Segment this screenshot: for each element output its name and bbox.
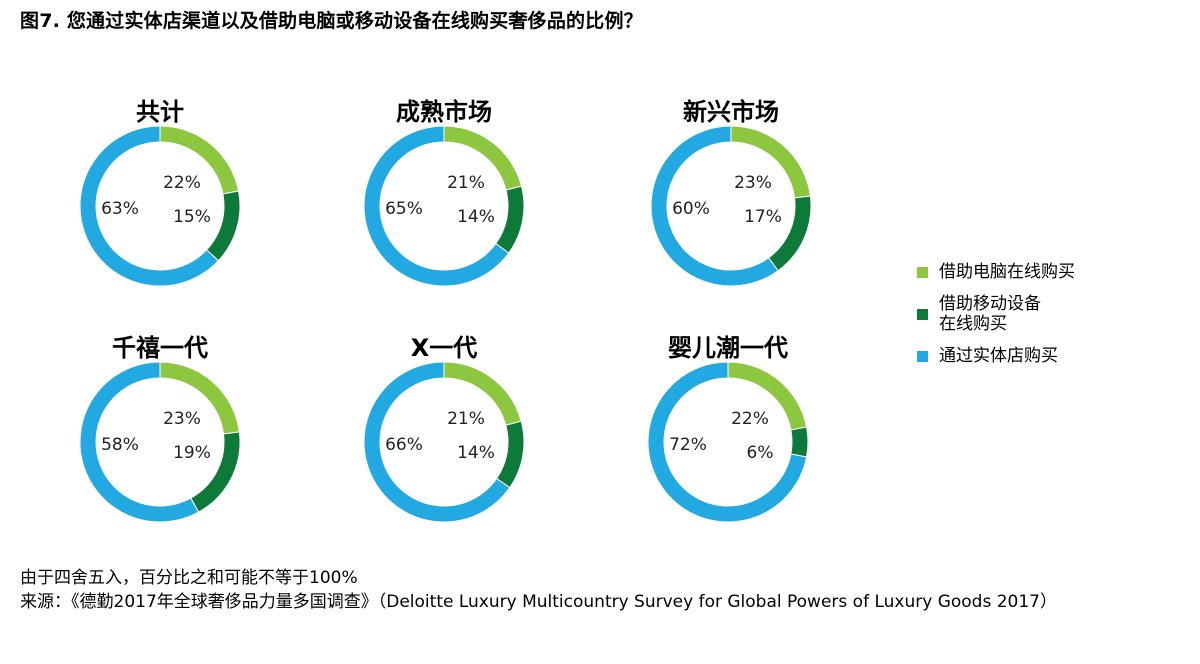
label-computer: 21%: [447, 409, 485, 429]
legend-swatch-mobile: [917, 309, 928, 320]
slice-store: [79, 361, 200, 523]
donut-svg: 21% 14% 65%: [363, 125, 525, 287]
legend-label: 借助电脑在线购买: [939, 262, 1075, 282]
source-note: 来源：《德勤2017年全球奢侈品力量多国调查》（Deloitte Luxury …: [20, 592, 1057, 612]
legend-item-mobile: 借助移动设备 在线购买: [917, 294, 1177, 334]
label-mobile: 14%: [457, 207, 495, 227]
slice-mobile: [205, 190, 241, 262]
label-computer: 21%: [447, 173, 485, 193]
label-mobile: 17%: [744, 207, 782, 227]
donut-chart-mature-markets: 成熟市场 21% 14% 65%: [363, 92, 624, 322]
slice-store: [650, 125, 779, 287]
donut-svg: 21% 14% 66%: [363, 361, 525, 523]
donut-chart-baby-boomers: 婴儿潮一代 22% 6% 72%: [647, 328, 908, 558]
label-store: 58%: [101, 435, 139, 455]
label-computer: 22%: [163, 173, 201, 193]
chart-title: X一代: [410, 334, 478, 362]
donut-svg: 23% 19% 58%: [79, 361, 241, 523]
label-computer: 23%: [734, 173, 772, 193]
chart-title: 新兴市场: [683, 98, 779, 126]
label-mobile: 19%: [173, 443, 211, 463]
legend-label-line-1: 借助移动设备: [939, 294, 1041, 314]
label-store: 65%: [385, 199, 423, 219]
label-store: 66%: [385, 435, 423, 455]
chart-title: 成熟市场: [396, 98, 492, 126]
label-mobile: 15%: [173, 207, 211, 227]
slice-mobile: [495, 185, 525, 254]
legend-item-store: 通过实体店购买: [917, 346, 1177, 366]
figure-title: 图7. 您通过实体店渠道以及借助电脑或移动设备在线购买奢侈品的比例？: [20, 10, 643, 32]
label-mobile: 14%: [457, 443, 495, 463]
legend-label: 通过实体店购买: [939, 346, 1058, 366]
slice-store: [363, 125, 510, 287]
slice-mobile: [495, 420, 525, 489]
donut-chart-emerging-markets: 新兴市场 23% 17% 60%: [650, 92, 911, 322]
chart-title: 千禧一代: [112, 334, 208, 362]
donut-svg: 22% 15% 63%: [79, 125, 241, 287]
slice-store: [363, 361, 511, 523]
donut-svg: 23% 17% 60%: [650, 125, 812, 287]
donut-chart-gen-x: X一代 21% 14% 66%: [363, 328, 624, 558]
legend-swatch-store: [917, 351, 928, 362]
donut-chart-millennials: 千禧一代 23% 19% 58%: [79, 328, 340, 558]
label-computer: 22%: [731, 409, 769, 429]
label-computer: 23%: [163, 409, 201, 429]
slice-mobile: [790, 426, 809, 458]
chart-title: 共计: [136, 98, 184, 126]
donut-svg: 22% 6% 72%: [647, 361, 809, 523]
legend-swatch-computer: [917, 267, 928, 278]
donut-chart-total: 共计 22% 15% 63%: [79, 92, 340, 322]
label-store: 60%: [672, 199, 710, 219]
label-mobile: 6%: [747, 443, 774, 463]
rounding-note: 由于四舍五入，百分比之和可能不等于100%: [20, 568, 358, 588]
slice-store: [647, 361, 808, 523]
footnote-area: 由于四舍五入，百分比之和可能不等于100% 来源：《德勤2017年全球奢侈品力量…: [20, 566, 1057, 614]
label-store: 63%: [101, 199, 139, 219]
legend-item-computer: 借助电脑在线购买: [917, 262, 1177, 282]
chart-title: 婴儿潮一代: [668, 334, 788, 362]
slice-store: [79, 125, 220, 287]
legend-label-line-2: 在线购买: [939, 314, 1007, 334]
label-store: 72%: [669, 435, 707, 455]
legend: 借助电脑在线购买 借助移动设备 在线购买 通过实体店购买: [917, 262, 1177, 378]
